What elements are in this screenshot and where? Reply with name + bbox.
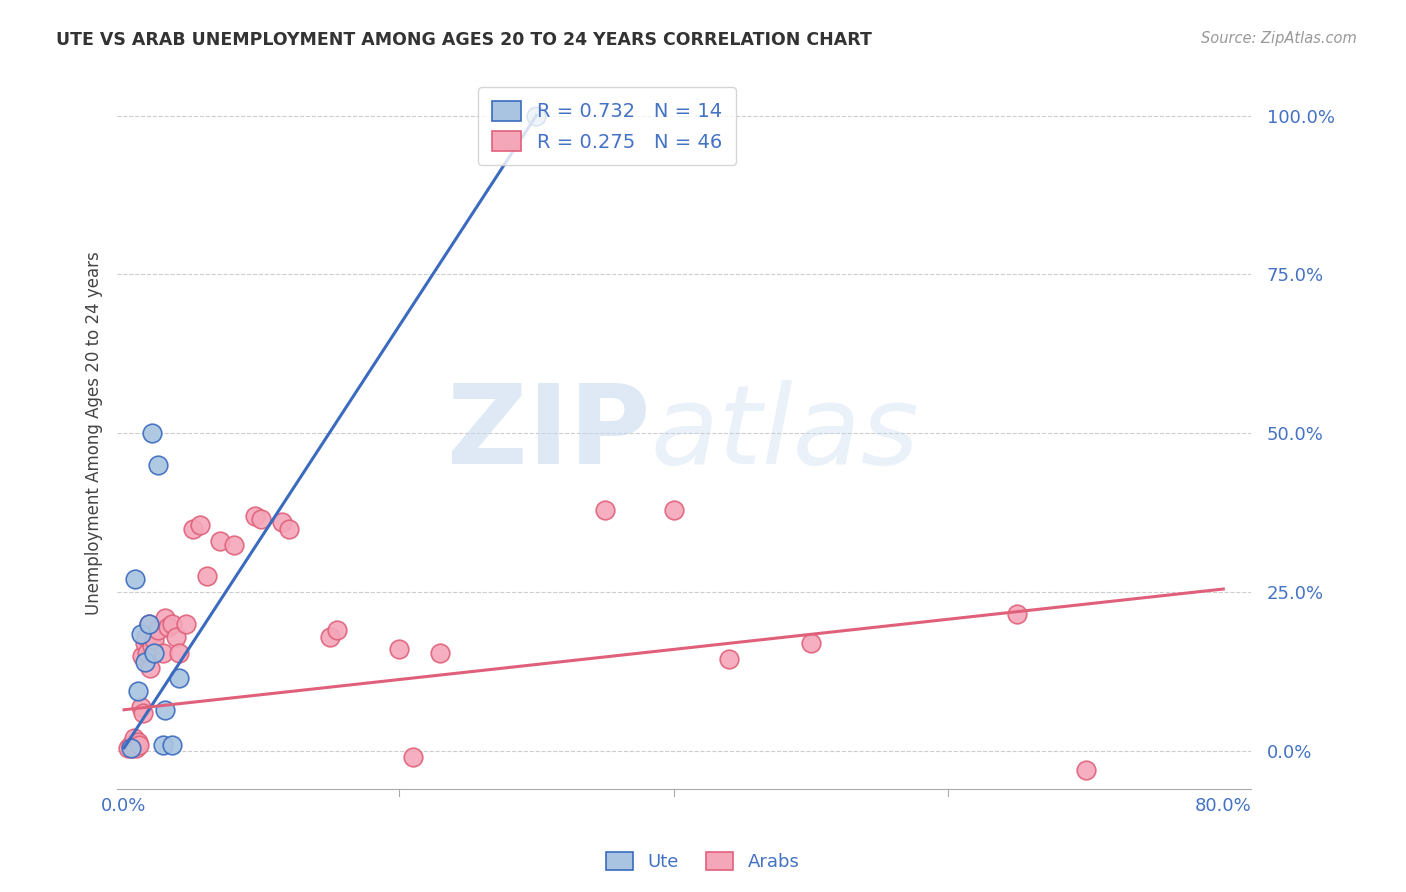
Point (160, 738, 183, 752)
Point (148, 624, 170, 638)
Point (122, 731, 145, 746)
Point (138, 617, 160, 632)
Point (121, 740, 143, 755)
Point (160, 617, 183, 632)
Point (1005, 607, 1028, 622)
Point (124, 738, 146, 752)
Point (141, 426, 163, 441)
Text: UTE VS ARAB UNEMPLOYMENT AMONG AGES 20 TO 24 YEARS CORRELATION CHART: UTE VS ARAB UNEMPLOYMENT AMONG AGES 20 T… (56, 31, 872, 49)
Legend: R = 0.732   N = 14, R = 0.275   N = 46: R = 0.732 N = 14, R = 0.275 N = 46 (478, 87, 735, 165)
Point (157, 620, 180, 634)
Point (165, 630, 187, 644)
Point (209, 534, 232, 549)
Point (167, 646, 190, 660)
Point (222, 537, 245, 551)
Point (131, 648, 153, 663)
Point (134, 655, 156, 669)
Point (524, 109, 547, 123)
Point (593, 502, 616, 516)
Point (188, 518, 211, 533)
Point (120, 738, 142, 752)
Point (139, 661, 162, 675)
Text: 80.0%: 80.0% (1195, 797, 1251, 814)
Point (167, 671, 190, 685)
Text: 0.0%: 0.0% (101, 797, 146, 814)
Point (155, 610, 177, 624)
Point (134, 636, 156, 650)
Text: ZIP: ZIP (447, 380, 650, 487)
Point (401, 750, 423, 764)
Point (717, 652, 740, 666)
Point (138, 617, 160, 632)
Point (136, 646, 159, 660)
Point (124, 573, 146, 587)
Text: atlas: atlas (650, 380, 918, 487)
Point (662, 502, 685, 516)
Point (243, 508, 266, 523)
Point (195, 569, 218, 583)
Text: Source: ZipAtlas.com: Source: ZipAtlas.com (1201, 31, 1357, 46)
Point (125, 740, 148, 755)
Point (141, 639, 163, 653)
Point (127, 683, 149, 698)
Point (143, 632, 166, 647)
Point (278, 522, 301, 536)
Point (155, 703, 177, 717)
Point (120, 740, 142, 755)
Point (152, 646, 174, 660)
Point (319, 630, 342, 644)
Point (800, 636, 823, 650)
Point (128, 738, 150, 752)
Point (174, 617, 197, 632)
Point (388, 642, 411, 657)
Point (181, 522, 204, 536)
Point (129, 699, 152, 714)
Point (135, 630, 157, 644)
Legend: Ute, Arabs: Ute, Arabs (599, 845, 807, 879)
Point (326, 624, 349, 638)
Point (117, 740, 139, 755)
Y-axis label: Unemployment Among Ages 20 to 24 years: Unemployment Among Ages 20 to 24 years (86, 252, 103, 615)
Point (129, 626, 152, 640)
Point (271, 516, 294, 530)
Point (1074, 763, 1097, 777)
Point (429, 646, 451, 660)
Point (143, 646, 166, 660)
Point (250, 512, 273, 526)
Point (132, 706, 155, 720)
Point (127, 734, 149, 748)
Point (148, 458, 170, 472)
Point (152, 738, 174, 752)
